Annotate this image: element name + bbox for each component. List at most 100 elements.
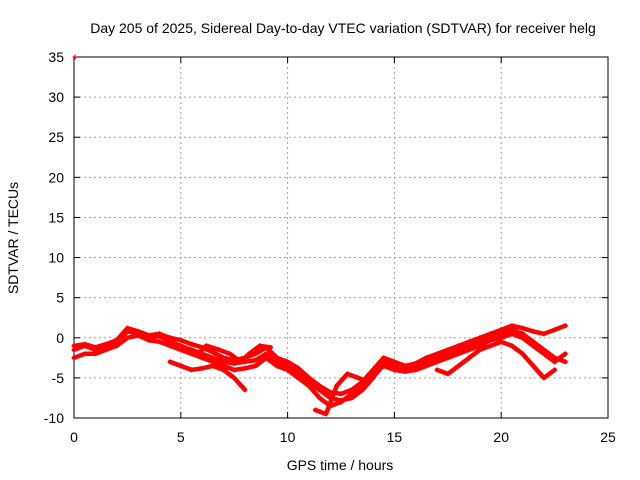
data-point — [199, 365, 205, 371]
series-trace-4 — [167, 359, 248, 393]
data-point — [413, 367, 419, 373]
data-point — [103, 341, 109, 347]
data-point — [221, 367, 227, 373]
series-trace-6 — [312, 367, 382, 417]
data-point — [562, 323, 568, 329]
data-point — [562, 359, 568, 365]
series-trace-3 — [71, 323, 568, 397]
axis-ticks: 0 5 10 15 20 25 -10 -5 0 5 10 15 20 25 30 35 — [44, 49, 616, 445]
series-trace-5 — [195, 343, 274, 365]
data-point — [413, 360, 419, 366]
data-point — [274, 363, 280, 369]
x-tick-label: 5 — [177, 429, 185, 445]
y-tick-label: 30 — [48, 89, 64, 105]
data-point — [509, 323, 515, 329]
data-point — [188, 351, 194, 357]
data-point — [520, 335, 526, 341]
data-point — [370, 367, 376, 373]
data-point — [295, 375, 301, 381]
series-trace-2 — [71, 331, 568, 409]
data-point — [199, 355, 205, 361]
data-point — [498, 327, 504, 333]
data-point — [238, 359, 244, 365]
series-line — [434, 339, 557, 381]
data-point — [253, 363, 259, 369]
data-point — [257, 343, 263, 349]
data-point — [306, 383, 312, 389]
data-point — [71, 343, 77, 349]
data-point — [366, 379, 372, 385]
data-point — [317, 383, 323, 389]
data-point — [562, 351, 568, 357]
data-point — [146, 337, 152, 343]
y-tick-label: 20 — [48, 169, 64, 185]
y-tick-label: 25 — [48, 129, 64, 145]
data-point — [334, 383, 340, 389]
y-tick-label: 15 — [48, 209, 64, 225]
data-point — [242, 387, 248, 393]
data-point — [509, 331, 515, 337]
data-point — [445, 355, 451, 361]
data-point — [92, 351, 98, 357]
data-point — [263, 355, 269, 361]
data-point — [541, 375, 547, 381]
data-point — [210, 349, 216, 355]
data-point — [195, 351, 201, 357]
data-point — [381, 355, 387, 361]
data-point — [391, 367, 397, 373]
data-point — [466, 347, 472, 353]
data-point — [381, 363, 387, 369]
data-point — [423, 355, 429, 361]
data-point — [530, 343, 536, 349]
data-point — [221, 355, 227, 361]
data-point — [274, 355, 280, 361]
data-point — [541, 331, 547, 337]
x-tick-label: 0 — [70, 429, 78, 445]
data-point — [344, 371, 350, 377]
data-point — [445, 347, 451, 353]
data-point — [477, 347, 483, 353]
data-point — [509, 343, 515, 349]
plot-frame — [73, 56, 609, 419]
data-point — [71, 355, 77, 361]
x-tick-label: 10 — [280, 429, 296, 445]
data-point — [466, 355, 472, 361]
data-point — [124, 335, 130, 341]
data-point — [338, 391, 344, 397]
data-point — [268, 344, 274, 350]
data-point — [216, 347, 222, 353]
data-point — [530, 328, 536, 334]
y-axis-label: SDTVAR / TECUs — [5, 182, 21, 294]
data-point — [156, 339, 162, 345]
data-point — [242, 365, 248, 371]
data-point — [434, 367, 440, 373]
data-point — [520, 325, 526, 331]
data-point — [114, 337, 120, 343]
data-point — [445, 371, 451, 377]
data-point — [455, 343, 461, 349]
data-point — [246, 351, 252, 357]
data-point — [231, 375, 237, 381]
data-point — [146, 332, 152, 338]
data-point — [552, 359, 558, 365]
y-tick-label: 5 — [56, 290, 64, 306]
data-point — [477, 335, 483, 341]
y-tick-label: 35 — [48, 49, 64, 65]
data-point — [285, 359, 291, 365]
data-point — [178, 337, 184, 343]
data-point — [295, 365, 301, 371]
data-point — [434, 359, 440, 365]
data-point — [253, 357, 259, 363]
series-line — [195, 343, 273, 365]
grid — [74, 57, 608, 418]
data-point — [231, 367, 237, 373]
data-point — [178, 347, 184, 353]
data-point — [114, 343, 120, 349]
data-point — [552, 327, 558, 333]
series-trace-7 — [434, 339, 558, 381]
data-point — [188, 367, 194, 373]
data-point — [227, 351, 233, 357]
y-tick-label: 10 — [48, 250, 64, 266]
x-axis-label: GPS time / hours — [287, 457, 394, 473]
